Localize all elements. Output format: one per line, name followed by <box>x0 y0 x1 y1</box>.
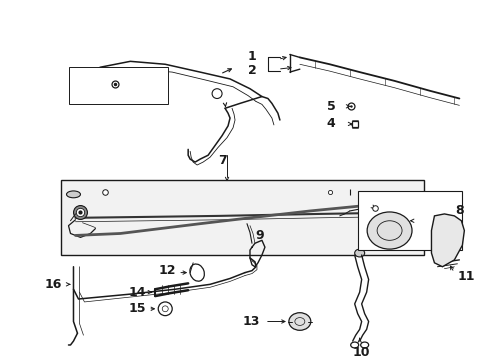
Ellipse shape <box>366 212 411 249</box>
Ellipse shape <box>66 191 81 198</box>
Text: 5: 5 <box>326 100 335 113</box>
Text: 9: 9 <box>254 229 263 242</box>
Bar <box>61 180 424 255</box>
Text: 3: 3 <box>72 77 81 90</box>
Text: 11: 11 <box>456 270 474 283</box>
Ellipse shape <box>354 249 364 257</box>
Text: 14: 14 <box>128 286 145 299</box>
Text: 13: 13 <box>243 315 260 328</box>
Text: 2: 2 <box>247 64 256 77</box>
Text: 4: 4 <box>326 117 335 130</box>
Text: 8: 8 <box>454 204 463 217</box>
Text: 10: 10 <box>352 346 369 359</box>
Text: 6: 6 <box>92 77 101 90</box>
Polygon shape <box>430 214 464 267</box>
Text: 15: 15 <box>128 302 145 315</box>
Text: 1: 1 <box>247 50 256 63</box>
Text: 12: 12 <box>158 264 175 277</box>
Bar <box>68 67 168 104</box>
Bar <box>357 192 462 250</box>
Text: 16: 16 <box>44 278 62 291</box>
Ellipse shape <box>288 313 310 330</box>
Text: 7: 7 <box>218 154 226 167</box>
